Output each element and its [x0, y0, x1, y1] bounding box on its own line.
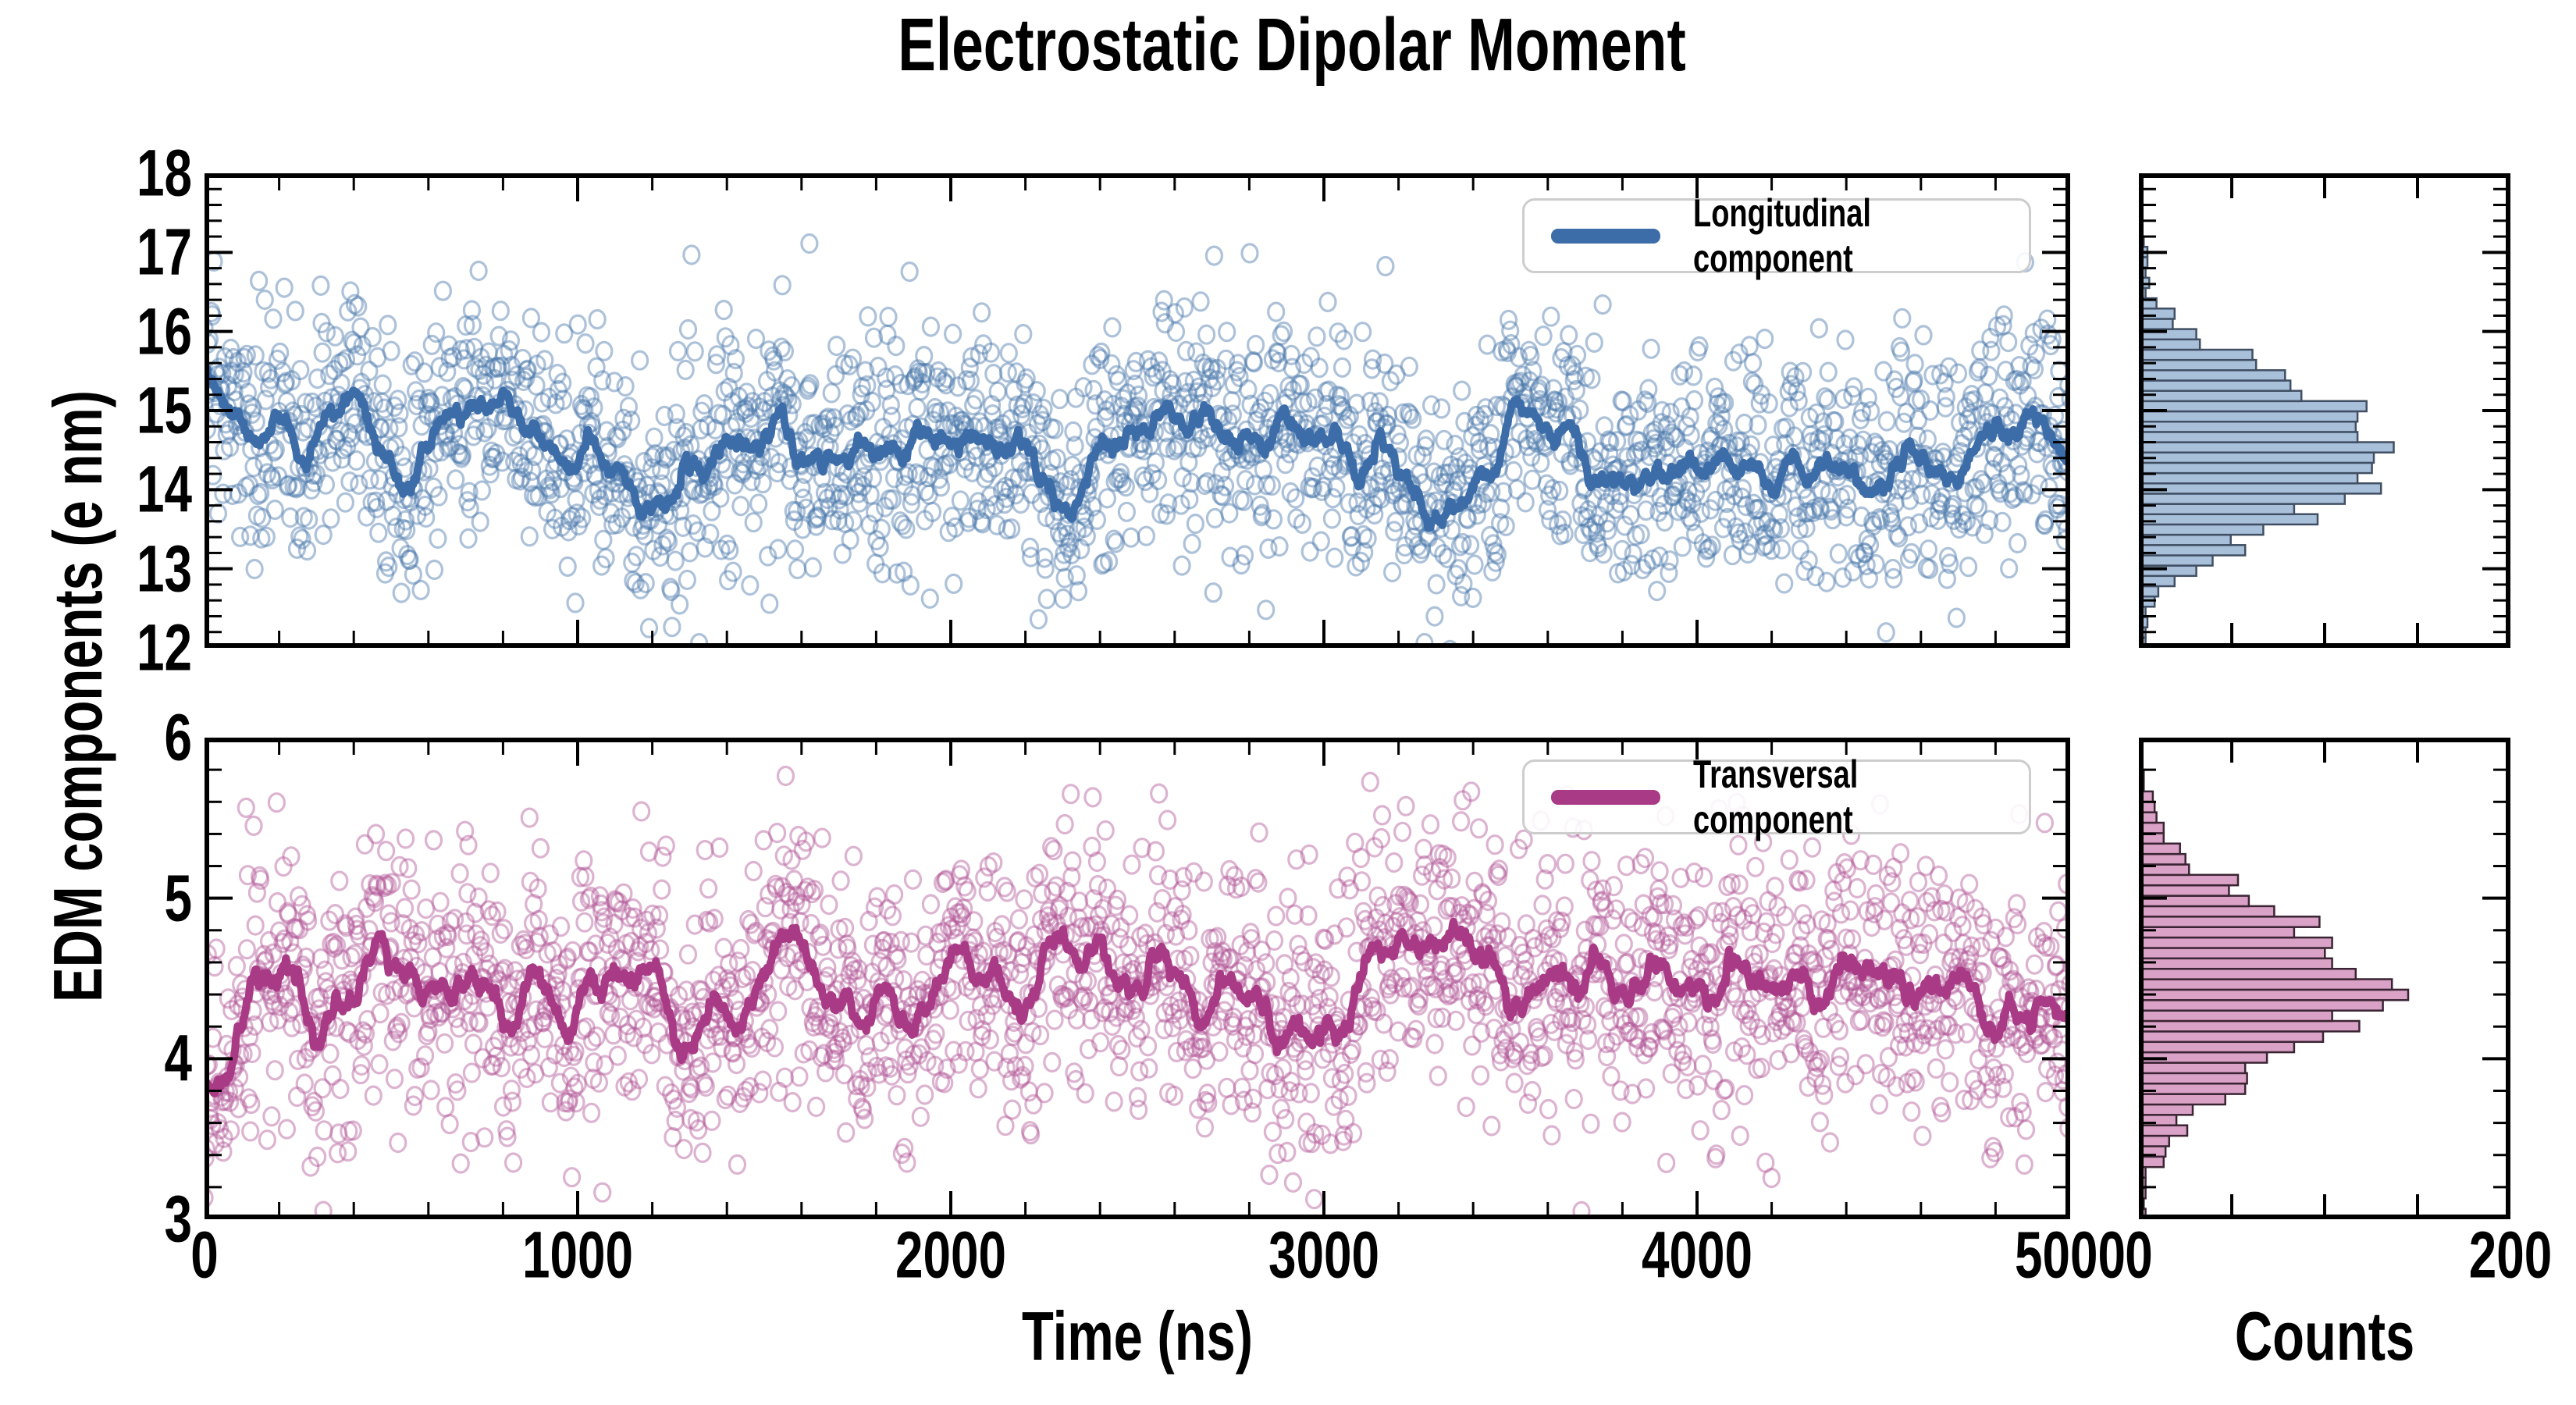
counts-axis-label: Counts — [2234, 1297, 2415, 1375]
y-tick-label: 6 — [164, 700, 192, 774]
x-tick-label: 1000 — [521, 1218, 634, 1292]
x-tick-label: 4000 — [1641, 1218, 1753, 1292]
chart-title: Electrostatic Dipolar Moment — [898, 3, 1686, 87]
histogram-bars-top — [2140, 235, 2395, 648]
counts-tick-label: 200 — [2468, 1218, 2553, 1292]
x-tick-label: 3000 — [1268, 1218, 1380, 1292]
y-axis-label: EDM components (e nm) — [39, 389, 116, 1003]
legend-label-longitudinal: Longitudinal component — [1693, 191, 1871, 280]
legend-line-swatch-transversal — [1551, 789, 1660, 805]
legend-transversal: Transversal component — [1522, 752, 2031, 841]
y-tick-label: 18 — [136, 136, 192, 210]
y-tick-label: 5 — [164, 861, 192, 935]
panel-transversal-timeseries — [205, 738, 2070, 1219]
running-average-line-top — [205, 360, 2070, 532]
legend-label-transversal: Transversal component — [1693, 752, 1859, 841]
running-average-line-bottom — [205, 917, 2070, 1097]
y-tick-label: 13 — [136, 532, 192, 606]
histogram-bars-bottom — [2140, 769, 2410, 1219]
panel-longitudinal-timeseries — [205, 173, 2070, 648]
legend-line-swatch-longitudinal — [1551, 228, 1660, 244]
x-axis-label: Time (ns) — [1021, 1297, 1254, 1375]
y-tick-label: 4 — [164, 1021, 192, 1095]
x-tick-label: 5000 — [2014, 1218, 2126, 1292]
counts-tick-label: 0 — [2125, 1218, 2153, 1292]
panel-longitudinal-histogram — [2139, 173, 2510, 648]
scatter-bottom — [205, 765, 2070, 1219]
y-tick-label: 15 — [136, 373, 192, 447]
x-tick-label: 0 — [190, 1218, 219, 1292]
y-tick-label: 12 — [136, 610, 192, 685]
y-tick-label: 3 — [164, 1182, 192, 1256]
panel-transversal-histogram — [2139, 738, 2510, 1219]
y-tick-label: 14 — [136, 452, 192, 526]
scatter-top — [205, 233, 2070, 648]
x-tick-label: 2000 — [895, 1218, 1007, 1292]
legend-longitudinal: Longitudinal component — [1522, 191, 2031, 280]
y-tick-label: 17 — [136, 215, 192, 289]
y-tick-label: 16 — [136, 294, 192, 368]
